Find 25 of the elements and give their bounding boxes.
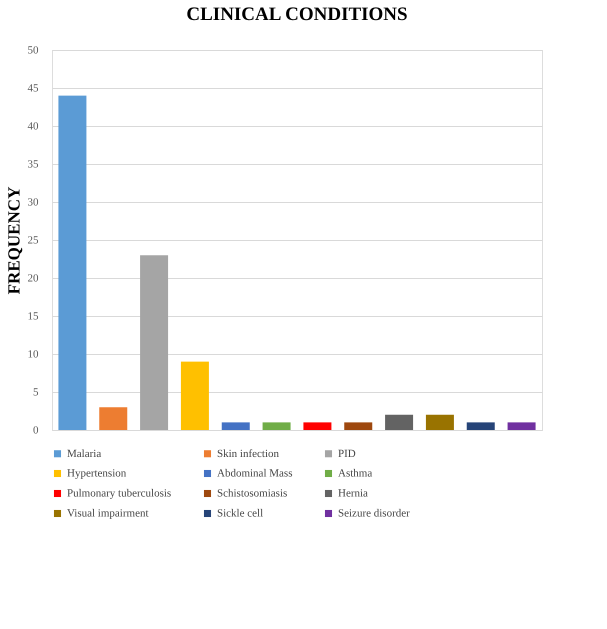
legend-label: Malaria [67,448,102,460]
chart-title: CLINICAL CONDITIONS [186,4,408,25]
y-tick-label: 45 [28,82,39,94]
y-tick-label: 25 [28,234,39,246]
legend-label: Skin infection [217,448,280,460]
y-tick-label: 40 [28,120,39,132]
legend-label: Abdominal Mass [217,468,292,480]
y-tick-label: 0 [33,424,39,436]
y-axis-title: FREQUENCY [4,186,24,294]
legend-label: Pulmonary tuberculosis [67,488,172,500]
y-tick-label: 5 [33,386,39,398]
y-tick-label: 10 [28,348,39,360]
y-tick-label: 50 [28,44,39,56]
legend-label: Asthma [338,468,372,480]
legend-label: PID [338,448,356,460]
y-tick-label: 35 [28,158,39,170]
y-tick-label: 20 [28,272,39,284]
legend-label: Visual impairment [67,508,149,520]
legend-label: Hernia [338,488,368,500]
legend-label: Seizure disorder [338,508,410,520]
legend-label: Hypertension [67,468,127,480]
y-tick-label: 15 [28,310,39,322]
legend-label: Sickle cell [217,508,264,520]
legend-label: Schistosomiasis [217,488,288,500]
y-tick-label: 30 [28,196,39,208]
